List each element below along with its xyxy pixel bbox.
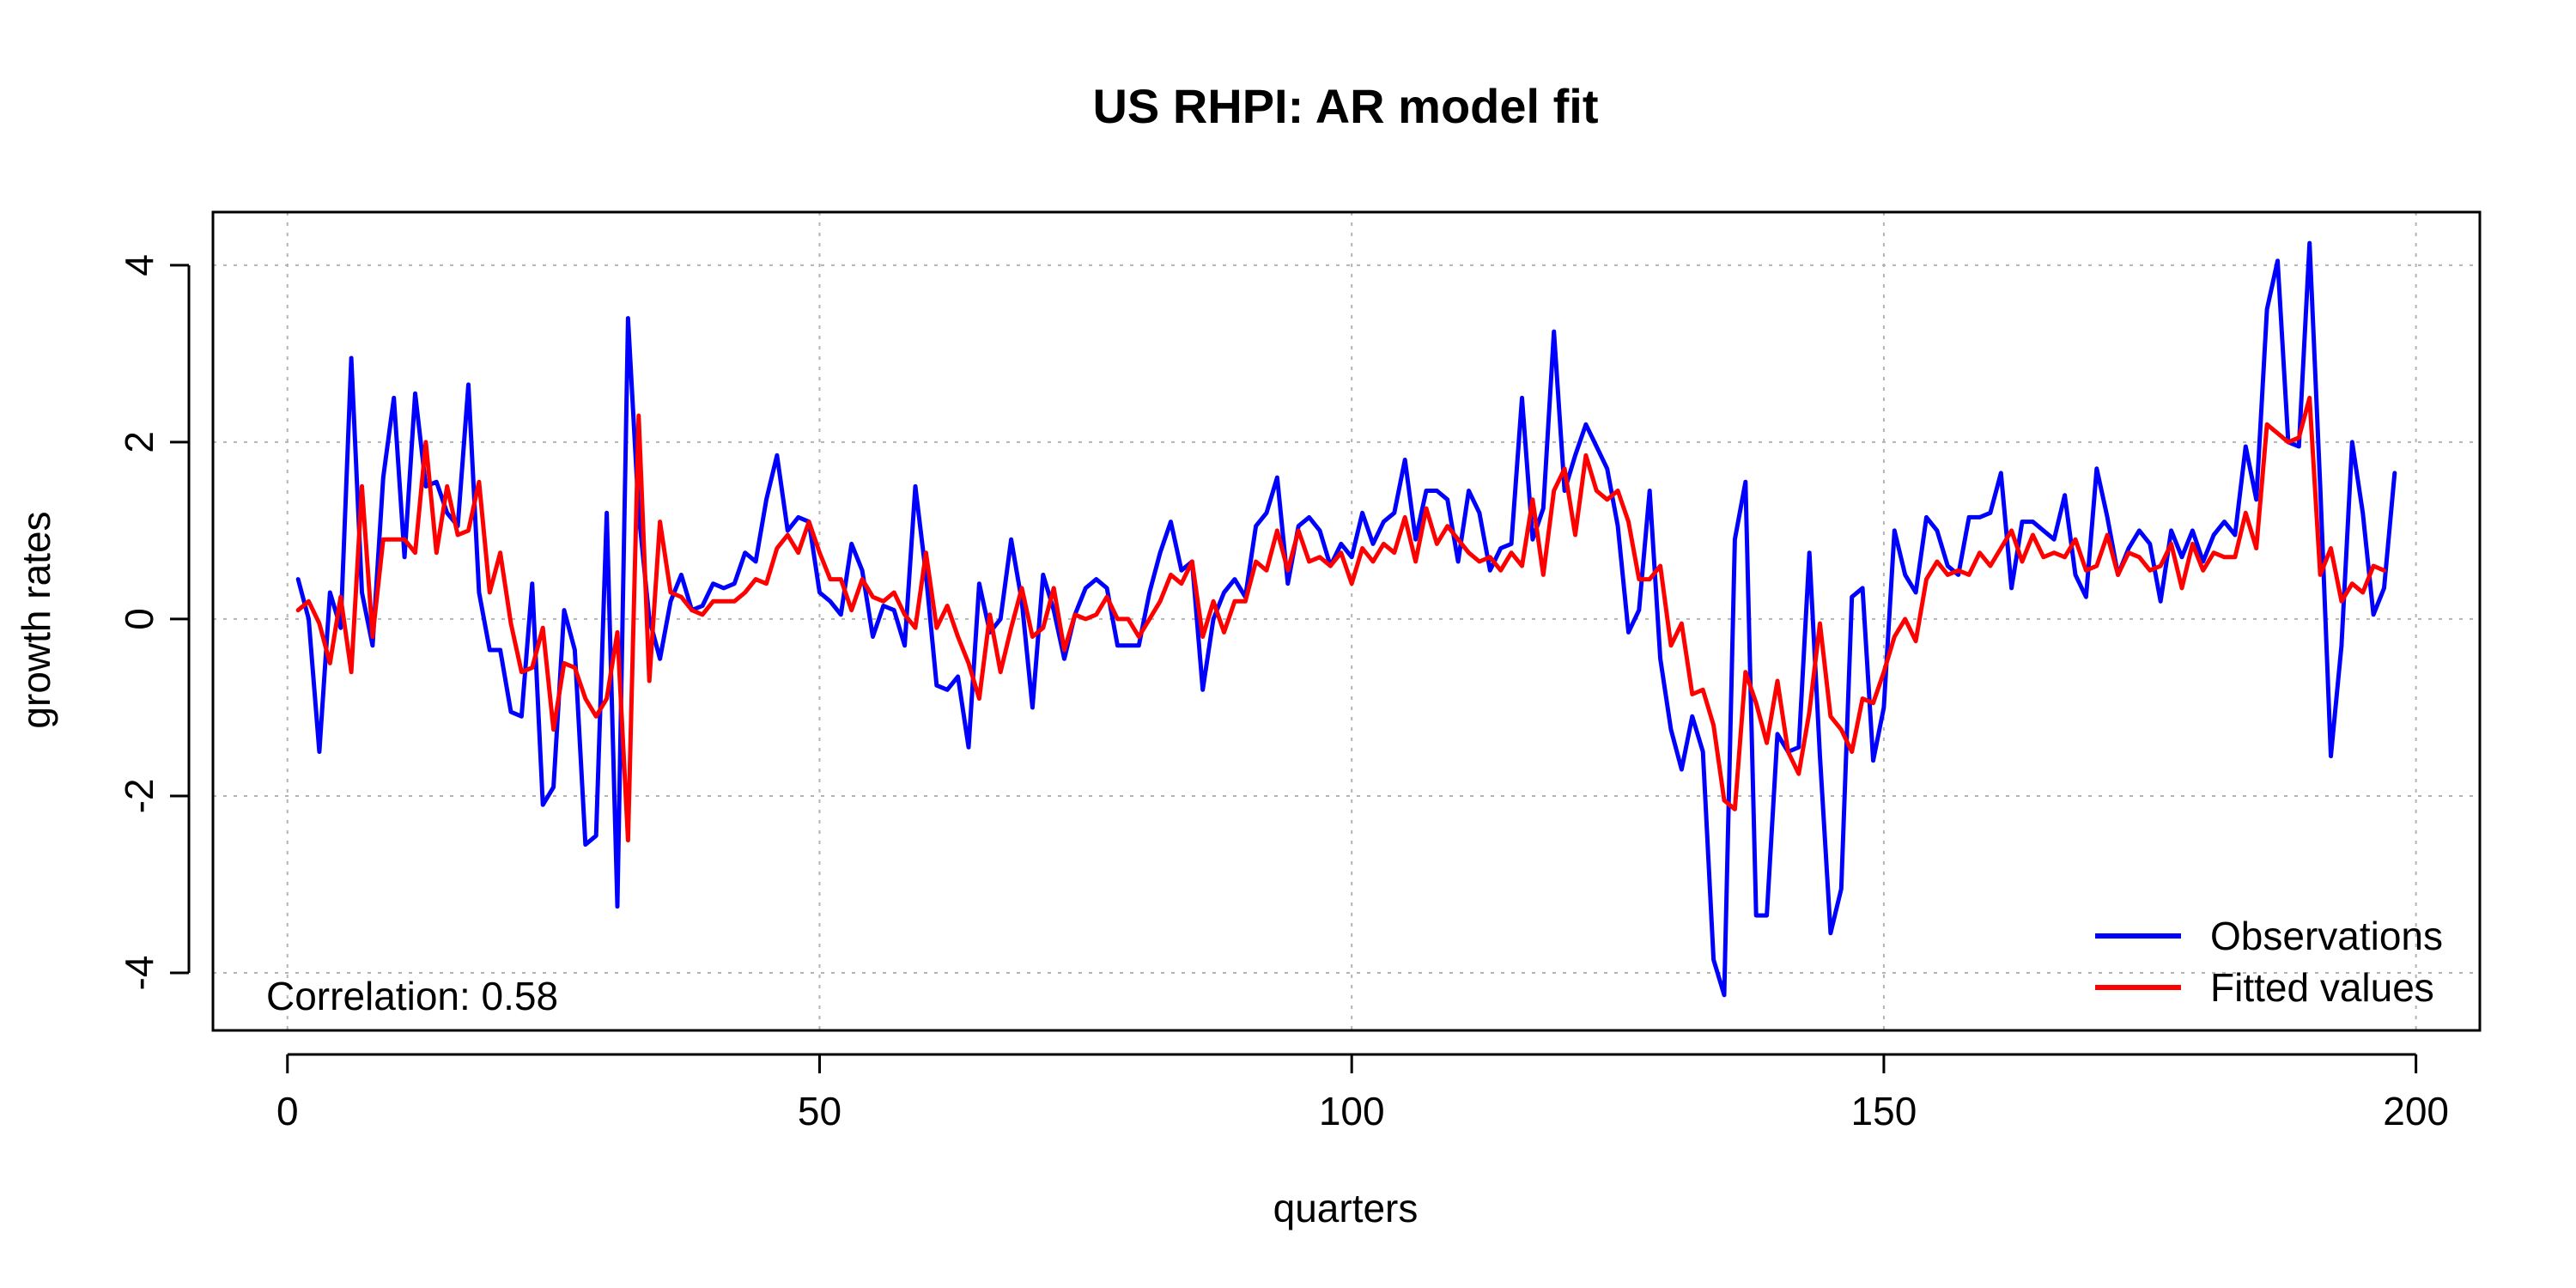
y-tick-label: -2 bbox=[117, 779, 161, 814]
x-axis-label: quarters bbox=[1273, 1186, 1419, 1230]
chart-title: US RHPI: AR model fit bbox=[1092, 79, 1598, 133]
y-tick-label: -4 bbox=[117, 956, 161, 991]
correlation-annotation: Correlation: 0.58 bbox=[266, 974, 558, 1018]
y-tick-label: 2 bbox=[117, 431, 161, 453]
y-tick-label: 4 bbox=[117, 254, 161, 276]
legend: Observations Fitted values bbox=[2095, 914, 2443, 1010]
series-line-fitted bbox=[295, 395, 2386, 842]
x-tick-label: 50 bbox=[798, 1089, 841, 1133]
legend-label-observations: Observations bbox=[2210, 914, 2443, 958]
y-tick-label: 0 bbox=[117, 608, 161, 630]
x-tick-label: 0 bbox=[276, 1089, 299, 1133]
grid bbox=[213, 212, 2480, 1030]
axes: 0 50 100 150 200 -4 -2 0 2 4 bbox=[117, 254, 2449, 1133]
x-tick-label: 150 bbox=[1851, 1089, 1917, 1133]
x-tick-label: 200 bbox=[2383, 1089, 2449, 1133]
x-tick-label: 100 bbox=[1319, 1089, 1385, 1133]
series-layer bbox=[295, 240, 2397, 998]
y-axis-label: growth rates bbox=[14, 511, 58, 728]
legend-label-fitted: Fitted values bbox=[2210, 965, 2434, 1010]
plot-frame bbox=[211, 210, 2482, 1032]
